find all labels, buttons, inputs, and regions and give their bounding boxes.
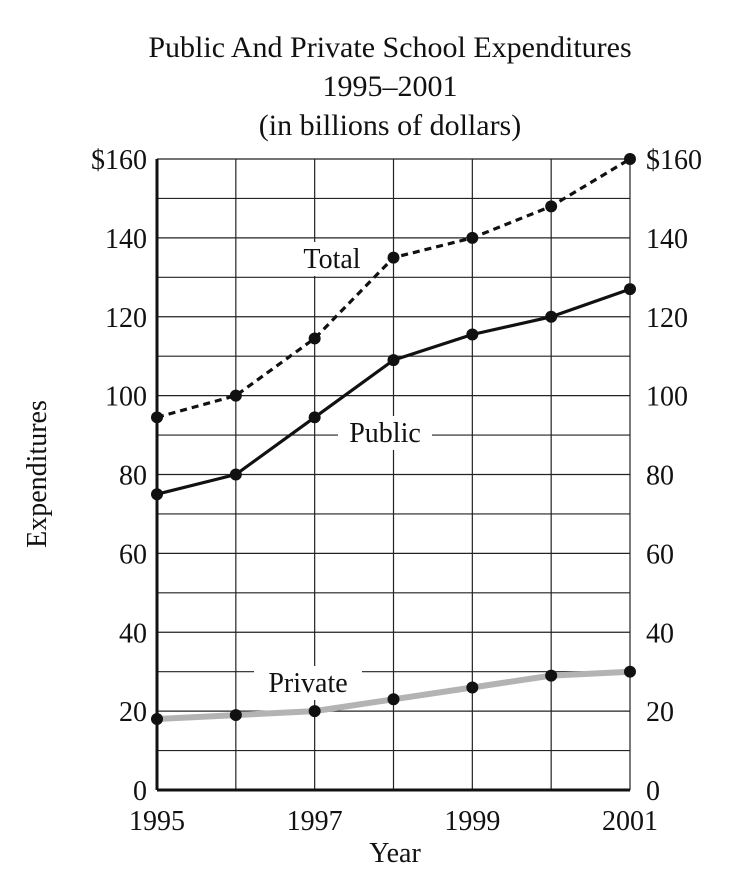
x-axis-title: Year [369, 838, 421, 869]
data-point-public [229, 468, 242, 481]
data-point-private [308, 705, 321, 718]
y-tick-label-right: 40 [646, 618, 674, 649]
title-line-1: Public And Private School Expenditures [148, 31, 632, 64]
y-tick-label-left: 20 [119, 697, 147, 728]
data-point-total [229, 389, 242, 402]
data-point-public [308, 411, 321, 424]
x-tick-label: 2001 [602, 806, 658, 837]
y-tick-label-left: 140 [105, 224, 147, 255]
series-label-private: Private [268, 668, 347, 699]
data-point-total [308, 332, 321, 345]
series-labels: Total Public Private [254, 242, 432, 700]
data-point-total [466, 231, 479, 244]
y-tick-label-right: $160 [646, 145, 702, 176]
y-tick-label-left: 100 [105, 382, 147, 413]
data-point-total [387, 251, 400, 264]
data-point-public [387, 354, 400, 367]
series-label-total: Total [303, 244, 360, 275]
data-point-public [545, 310, 558, 323]
data-point-private [151, 713, 163, 726]
data-point-public [466, 328, 479, 341]
y-tick-label-right: 100 [646, 382, 688, 413]
y-tick-label-left: 40 [119, 618, 147, 649]
series-label-bg [338, 416, 432, 450]
data-point-private [545, 669, 558, 682]
y-tick-label-left: 80 [119, 461, 147, 492]
data-point-private [387, 693, 400, 706]
y-tick-label-right: 60 [646, 539, 674, 570]
chart-title: Public And Private School Expenditures 1… [0, 28, 740, 145]
series [151, 153, 636, 726]
y-tick-label-right: 140 [646, 224, 688, 255]
y-tick-label-left: 0 [133, 776, 147, 807]
title-line-2: 1995–2001 [322, 70, 458, 103]
x-tick-label: 1997 [287, 806, 343, 837]
tick-labels: 0 0 20 20 40 40 60 60 80 80 100 100 120 120 140 140 $160… [91, 145, 702, 837]
data-point-total [624, 153, 636, 165]
series-label-bg [294, 242, 370, 276]
y-tick-label-right: 20 [646, 697, 674, 728]
data-point-total [545, 200, 558, 213]
data-point-private [229, 709, 242, 722]
y-tick-label-right: 120 [646, 303, 688, 334]
series-label-bg [254, 666, 362, 700]
title-line-3: (in billions of dollars) [258, 109, 522, 142]
data-point-total [151, 411, 163, 424]
y-tick-label-right: 0 [646, 776, 660, 807]
series-label-public: Public [349, 418, 421, 449]
axes [155, 159, 630, 792]
data-point-public [151, 488, 163, 501]
x-tick-label: 1995 [129, 806, 185, 837]
x-tick-label: 1999 [444, 806, 500, 837]
y-tick-label-right: 80 [646, 461, 674, 492]
data-point-private [624, 665, 636, 678]
y-tick-label-left: $160 [91, 145, 147, 176]
data-point-private [466, 681, 479, 694]
y-tick-label-left: 120 [105, 303, 147, 334]
data-point-public [624, 283, 636, 296]
y-axis-title: Expenditures [22, 400, 53, 548]
y-tick-label-left: 60 [119, 539, 147, 570]
